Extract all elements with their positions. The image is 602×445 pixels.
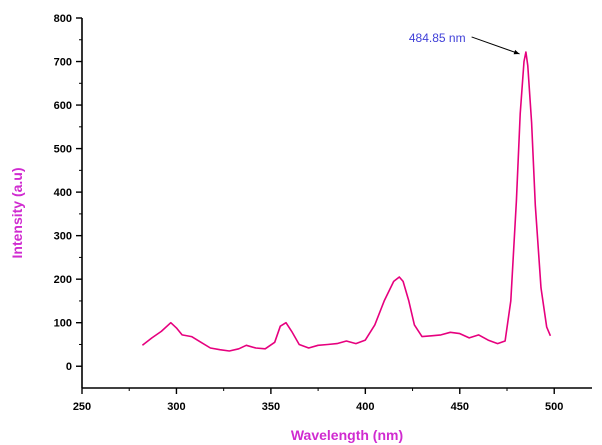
series-line <box>141 51 552 352</box>
ticks: 250 300 350 400 450 500 0 100 200 300 400 500 600 700… <box>54 13 564 413</box>
peak-arrow-head <box>513 49 520 55</box>
y-axis-title: Intensity (a.u) <box>9 167 25 258</box>
x-tick-label: 400 <box>356 401 374 413</box>
x-tick-label: 350 <box>262 401 280 413</box>
y-tick-label: 200 <box>54 274 72 286</box>
y-tick-label: 300 <box>54 231 72 243</box>
y-tick-label: 700 <box>54 57 72 69</box>
x-tick-label: 500 <box>545 401 563 413</box>
x-tick-label: 450 <box>451 401 469 413</box>
annotation: 484.85 nm <box>409 31 520 55</box>
x-tick-label: 300 <box>167 401 185 413</box>
x-axis-title: Wavelength (nm) <box>291 427 403 443</box>
y-tick-label: 0 <box>66 361 72 373</box>
y-tick-label: 800 <box>54 13 72 25</box>
y-tick-label: 100 <box>54 318 72 330</box>
x-tick-label: 250 <box>73 401 91 413</box>
y-tick-label: 600 <box>54 100 72 112</box>
y-tick-label: 500 <box>54 144 72 156</box>
peak-annotation-label: 484.85 nm <box>409 31 466 45</box>
peak-arrow-line <box>471 36 520 55</box>
y-tick-label: 400 <box>54 187 72 199</box>
plot-area <box>141 51 552 352</box>
